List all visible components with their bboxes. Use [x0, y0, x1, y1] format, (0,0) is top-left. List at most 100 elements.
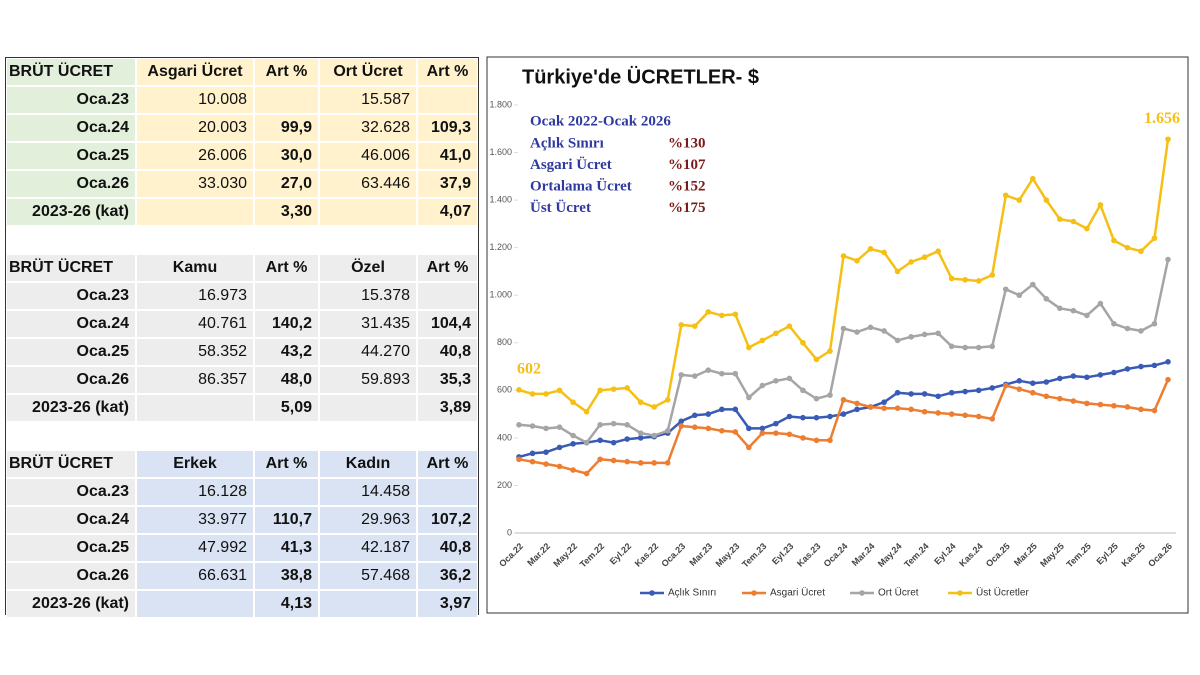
table-cell: 66.631 — [136, 562, 254, 590]
x-tick-label: Oca.22 — [497, 541, 525, 569]
data-point — [1057, 375, 1063, 382]
table-cell — [136, 198, 254, 226]
data-point — [962, 276, 968, 283]
data-point — [678, 423, 685, 429]
data-point — [989, 385, 996, 391]
data-point — [1070, 307, 1077, 314]
table-cell: Oca.26 — [6, 170, 136, 198]
table-cell: 33.030 — [136, 170, 254, 198]
data-point — [975, 344, 982, 351]
data-point — [1097, 401, 1104, 408]
data-point — [867, 404, 874, 410]
data-point — [935, 410, 941, 416]
data-point — [908, 406, 914, 413]
data-point — [854, 329, 860, 335]
data-point — [1111, 402, 1117, 409]
data-point — [908, 259, 914, 265]
table-header-cell: BRÜT ÜCRET — [6, 254, 136, 282]
data-point — [840, 397, 847, 403]
data-point — [827, 348, 833, 354]
y-tick-label: 1.800 — [489, 99, 512, 109]
table-cell: 32.628 — [319, 114, 417, 142]
data-point — [583, 439, 590, 446]
data-point — [921, 331, 928, 338]
table-cell: 5,09 — [254, 394, 319, 422]
x-tick-label: May.25 — [1038, 541, 1066, 569]
data-point — [624, 422, 630, 428]
data-point — [759, 337, 766, 344]
table-cell: 2023-26 (kat) — [6, 590, 136, 618]
data-point — [908, 334, 914, 340]
table-cell: Oca.25 — [6, 142, 136, 170]
data-point — [664, 397, 671, 403]
chart-title: Türkiye'de ÜCRETLER- $ — [522, 65, 759, 88]
data-point — [543, 425, 549, 432]
table-header-cell: Ort Ücret — [319, 58, 417, 86]
data-point — [570, 467, 576, 473]
data-point — [948, 275, 955, 282]
table-header-cell: Art % — [417, 58, 478, 86]
table-cell: 36,2 — [417, 562, 478, 590]
data-point — [935, 330, 941, 337]
annotation-value: %107 — [668, 157, 706, 173]
data-point — [1070, 398, 1077, 404]
table-cell: 41,0 — [417, 142, 478, 170]
x-tick-label: Oca.25 — [984, 541, 1012, 569]
data-point — [1016, 197, 1023, 203]
x-tick-label: Kas.22 — [633, 541, 661, 569]
data-point — [583, 408, 590, 415]
table-cell: 16.128 — [136, 478, 254, 506]
data-point — [637, 435, 644, 441]
y-tick-label: 600 — [497, 385, 512, 395]
data-point — [1111, 369, 1117, 376]
table-cell: 40.761 — [136, 310, 254, 338]
table-cell: Oca.24 — [6, 506, 136, 534]
table-cell: 48,0 — [254, 366, 319, 394]
data-point — [1043, 379, 1050, 385]
data-point — [894, 337, 901, 344]
data-point — [1070, 373, 1077, 379]
table-cell: 107,2 — [417, 506, 478, 534]
table-cell: Oca.23 — [6, 282, 136, 310]
legend-label: Asgari Ücret — [770, 587, 825, 599]
data-point — [1029, 380, 1036, 387]
data-point — [921, 391, 928, 397]
table-header-cell: Art % — [254, 450, 319, 478]
data-point — [570, 399, 576, 406]
data-point — [597, 456, 603, 463]
data-point — [678, 322, 685, 328]
table-cell — [319, 198, 417, 226]
data-point — [1165, 136, 1171, 143]
table-cell: 33.977 — [136, 506, 254, 534]
data-point — [881, 249, 887, 256]
data-point — [813, 356, 820, 363]
table-cell — [136, 394, 254, 422]
annotation-value: %152 — [668, 178, 706, 194]
x-tick-label: Eyl.24 — [932, 541, 957, 566]
x-tick-label: Mar.22 — [525, 541, 552, 568]
data-point — [746, 425, 752, 432]
data-point — [678, 372, 685, 378]
data-point — [1002, 286, 1009, 293]
data-point — [1029, 389, 1036, 396]
data-point — [597, 437, 603, 444]
data-point — [759, 382, 766, 389]
annotation-value: %130 — [668, 135, 706, 151]
data-point — [827, 437, 833, 444]
data-point — [732, 406, 739, 413]
data-point — [773, 430, 779, 436]
legend-marker — [859, 590, 865, 596]
data-point — [854, 406, 860, 413]
table-cell: 59.893 — [319, 366, 417, 394]
table-cell: 43,2 — [254, 338, 319, 366]
data-point — [759, 425, 766, 432]
data-point — [516, 422, 522, 428]
data-point — [624, 436, 630, 442]
x-tick-label: Tem.25 — [1064, 541, 1093, 570]
table-header-cell: BRÜT ÜCRET — [6, 58, 136, 86]
table-cell: 44.270 — [319, 338, 417, 366]
data-point — [935, 248, 941, 255]
x-tick-label: Eyl.23 — [770, 541, 795, 566]
table-cell: Oca.25 — [6, 338, 136, 366]
